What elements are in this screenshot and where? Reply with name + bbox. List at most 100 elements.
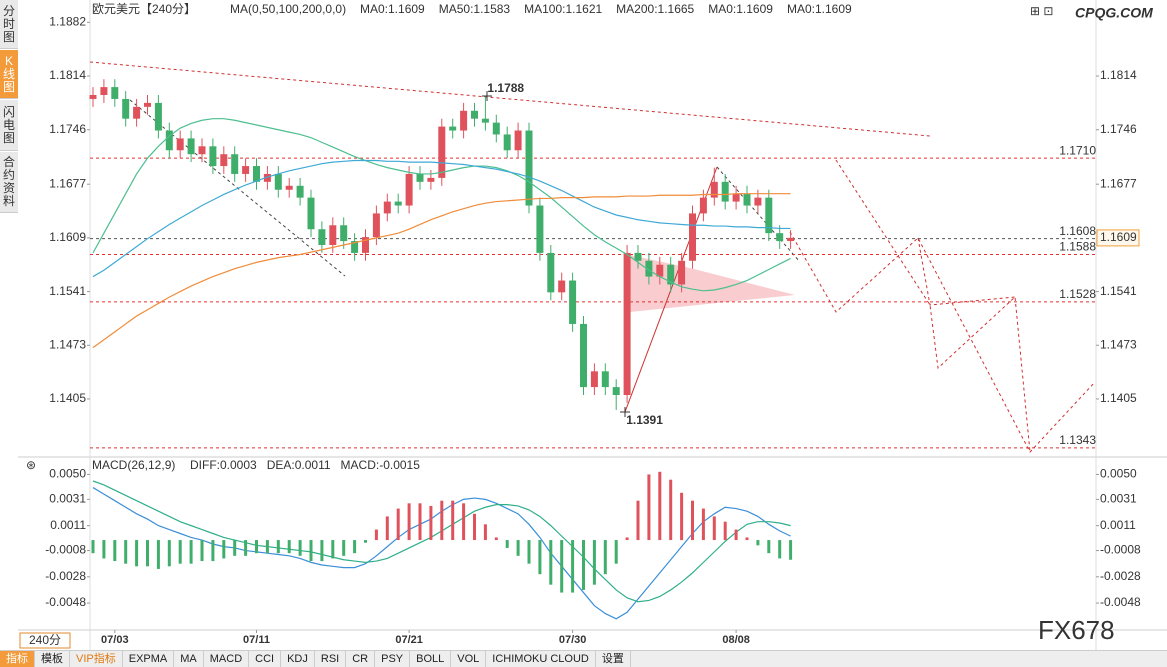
macd-bar [298,540,302,556]
level-label: 1.1710 [1059,143,1096,157]
high-label: 1.1788 [487,81,524,95]
toolbar-tab[interactable]: MA [174,651,204,667]
legend-entry: MA0:1.1609 [708,2,773,16]
candle-body [787,237,795,242]
level-label: 1.1343 [1059,433,1096,447]
y-tick-label: 0.0011 [50,518,86,532]
settings-icon[interactable]: ⊛ [26,458,36,472]
toolbar-tab[interactable]: KDJ [281,651,315,667]
projection [789,231,1096,453]
macd-bar [135,540,139,567]
toolbar-tab[interactable]: VOL [451,651,487,667]
candle-body [558,280,566,293]
macd-bar [636,500,640,541]
ma-line [92,118,791,292]
watermark: FX678 [1038,615,1115,645]
legend-entry: MA200:1.1665 [616,2,694,16]
y-tick-label: 0.0031 [1100,492,1137,506]
candle-body [492,122,500,135]
projection [835,159,1031,453]
candle-body [721,181,729,202]
candle-body [460,110,468,131]
candle-body [187,138,195,155]
candle-body [743,193,751,206]
toolbar-tab[interactable]: MACD [204,651,250,667]
candle-body [133,106,141,119]
toolbar-tab[interactable]: PSY [375,651,411,667]
macd-bar [418,503,422,541]
macd-bar [255,540,258,554]
legend-entry: MA0:1.1609 [787,2,852,16]
macd-bar [549,540,553,585]
y-tick-label: 1.1677 [49,176,86,190]
toolbar-tab[interactable]: CCI [249,651,282,667]
legend-entry: MA0:1.1609 [360,2,425,16]
macd-bar [614,540,618,564]
macd-bar [222,540,226,559]
macd-bar [701,508,705,541]
candle-body [242,166,250,174]
toolbar-tab[interactable]: 模板 [35,651,70,667]
macd-bar [385,516,389,541]
candle-body [710,181,718,198]
candle-body [580,323,587,388]
candle-body [612,387,620,395]
y-tick-label: 1.1473 [49,337,86,351]
layout-icon[interactable]: ⊞ ⊡ [1030,4,1053,18]
candle-body [329,225,337,245]
macd-bar [625,537,629,541]
macd-bar [91,540,95,554]
x-tick-label: 07/03 [101,634,129,646]
sidebar-tab[interactable]: 闪电图 [0,100,18,151]
candle-body [678,260,686,285]
candle-body [754,197,762,206]
ma-line [92,193,791,349]
background [18,0,1167,650]
candle-body [100,87,108,95]
macd-bar [734,529,738,541]
macd-bar [189,540,193,564]
macd-bar [712,516,716,541]
sidebar-tab[interactable]: 分时图 [0,0,18,49]
candle-body [667,264,675,285]
toolbar-tab[interactable]: ICHIMOKU CLOUD [486,651,596,667]
level-label: 1.1588 [1059,240,1096,254]
y-tick-label: 1.1882 [49,15,86,29]
sidebar-tab[interactable]: 合约资料 [0,152,18,213]
macd-bar [669,479,673,541]
candle-body [601,371,609,388]
ma-line [92,159,791,278]
toolbar-tab[interactable]: CR [346,651,376,667]
x-tick-label: 08/08 [722,634,750,646]
macd-bar [789,540,793,560]
candle-body [274,173,282,190]
toolbar-tab[interactable]: EXPMA [123,651,175,667]
candle-body [165,130,173,151]
macd-bar [364,540,367,543]
macd-bar [451,500,455,541]
toolbar-tab[interactable]: BOLL [410,651,452,667]
macd-title: MACD(26,12,9) [92,458,175,472]
macd-bar [560,540,564,593]
macd-bar [309,540,313,562]
macd-bar [483,524,487,541]
x-tick-label: 07/21 [395,634,423,646]
candle-body [427,177,435,182]
toolbar-tab[interactable]: RSI [315,651,347,667]
macd-bar [658,471,662,541]
y-tick-label: 0.0050 [49,467,86,481]
candle-body [263,173,271,182]
macd-bar [723,521,727,541]
candle-body [89,95,97,99]
toolbar-tab[interactable]: 指标 [0,651,35,667]
candle-body [438,126,446,178]
candle-body [623,252,631,395]
marker [482,91,630,417]
toolbar-tab[interactable]: 设置 [596,651,631,667]
current-price: 1.1609 [1100,230,1137,244]
macd-bar [527,540,531,564]
candle-body [656,264,664,277]
legend-entry: DEA:0.0011 [267,458,331,472]
toolbar-tab[interactable]: VIP指标 [70,651,123,667]
sidebar-tab[interactable]: K线图 [0,50,18,99]
